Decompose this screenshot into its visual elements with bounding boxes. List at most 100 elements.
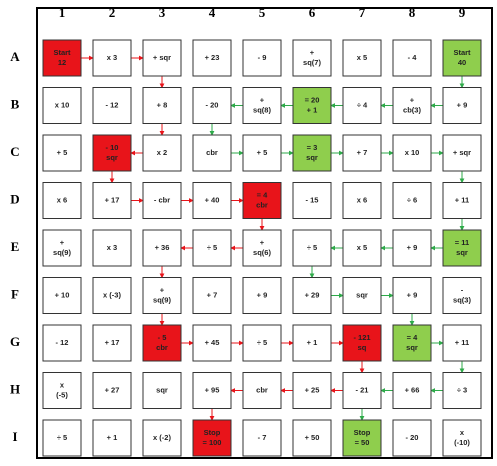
cell-box [342,277,382,314]
cell: + 10 [42,277,82,314]
cell-text: ÷ 4 [357,100,368,109]
cell-box [92,39,132,77]
cell-text: = 100 [203,438,222,447]
cell-box [242,324,282,362]
cell-text: x 3 [107,53,117,62]
cell-box [292,134,332,172]
cell: cbr [242,372,282,409]
cell-text: sqr [156,385,168,394]
cell-text: x 3 [107,243,117,252]
cell-box [442,39,482,77]
cell-text: = 4 [407,333,418,342]
cell-text: sq(9) [53,248,71,257]
row-label: E [11,239,20,254]
cell: + 1 [92,419,132,457]
cell: ÷ 5 [292,229,332,267]
cell: + 36 [142,229,182,267]
cell-text: sqr [306,153,318,162]
cell-text: + sqr [453,148,471,157]
cell-text: - 12 [106,100,119,109]
cell-text: ÷ 5 [307,243,317,252]
cell: + 7 [342,134,382,172]
cell: +cb(3) [392,87,432,124]
cell-text: sq(8) [253,105,271,114]
cell-text: = 11 [455,238,469,247]
cell-box [142,134,182,172]
cell-text: (-10) [454,438,470,447]
cell-box [192,229,232,267]
cell-text: - 20 [206,100,219,109]
cell-text: + 10 [55,290,70,299]
cell: x 10 [42,87,82,124]
cell: +sq(9) [142,277,182,314]
cell: x (-2) [142,419,182,457]
cell: + 11 [442,182,482,219]
cell-text: + 9 [457,100,468,109]
cell-box [142,324,182,362]
cell: +sq(8) [242,87,282,124]
cell-text: x [60,380,65,389]
cell-text: sq(3) [453,295,471,304]
cell-text: + [260,95,265,104]
board-border [36,7,493,459]
cell-box [92,277,132,314]
cell: + 1 [292,324,332,362]
cell: sqr [142,372,182,409]
cell-text: (-5) [56,390,68,399]
cell: - 4 [392,39,432,77]
cell-box [242,39,282,77]
cell-text: = 4 [257,190,268,199]
cell-text: + 1 [107,433,118,442]
cell-text: - 21 [356,385,369,394]
cell-text: x 2 [157,148,167,157]
cell: -sq(3) [442,277,482,314]
cell-text: cb(3) [403,105,421,114]
cell-text: sqr [356,290,368,299]
cell-box [142,229,182,267]
cell: x 6 [42,182,82,219]
cell-text: + 40 [205,195,220,204]
cell: + 9 [392,277,432,314]
cell: + 5 [42,134,82,172]
cell-text: + 11 [455,195,469,204]
cell-text: x 10 [405,148,420,157]
cell-box [292,182,332,219]
cell-text: + 45 [205,338,220,347]
row-label: I [12,429,17,444]
cell-text: + 50 [305,433,320,442]
cell-text: + 5 [257,148,268,157]
cell: ÷ 3 [442,372,482,409]
cell-box [442,182,482,219]
cell: - cbr [142,182,182,219]
row-label: F [11,286,19,301]
cell-box [242,277,282,314]
cell-text: - 12 [56,338,69,347]
cell-text: + 1 [307,105,318,114]
column-label: 5 [259,5,266,20]
cell-box [92,182,132,219]
cell-text: - 5 [158,333,167,342]
column-label: 6 [309,5,316,20]
cell: x 2 [142,134,182,172]
cell-text: + 9 [407,290,418,299]
cell-text: cbr [156,343,168,352]
cell-text: + 17 [105,195,120,204]
cell-box [342,372,382,409]
cell-text: cbr [256,385,268,394]
cell-box [92,372,132,409]
cell-box [342,324,382,362]
cell: + 9 [442,87,482,124]
cell-box [192,419,232,457]
cell-text: + 11 [455,338,469,347]
cell-box [92,324,132,362]
cell: x(-5) [42,372,82,409]
cell-text: sqr [456,248,468,257]
cell: ÷ 6 [392,182,432,219]
cell-box [242,182,282,219]
cell-box [392,324,432,362]
cell-text: - 20 [406,433,419,442]
cell-box [292,324,332,362]
